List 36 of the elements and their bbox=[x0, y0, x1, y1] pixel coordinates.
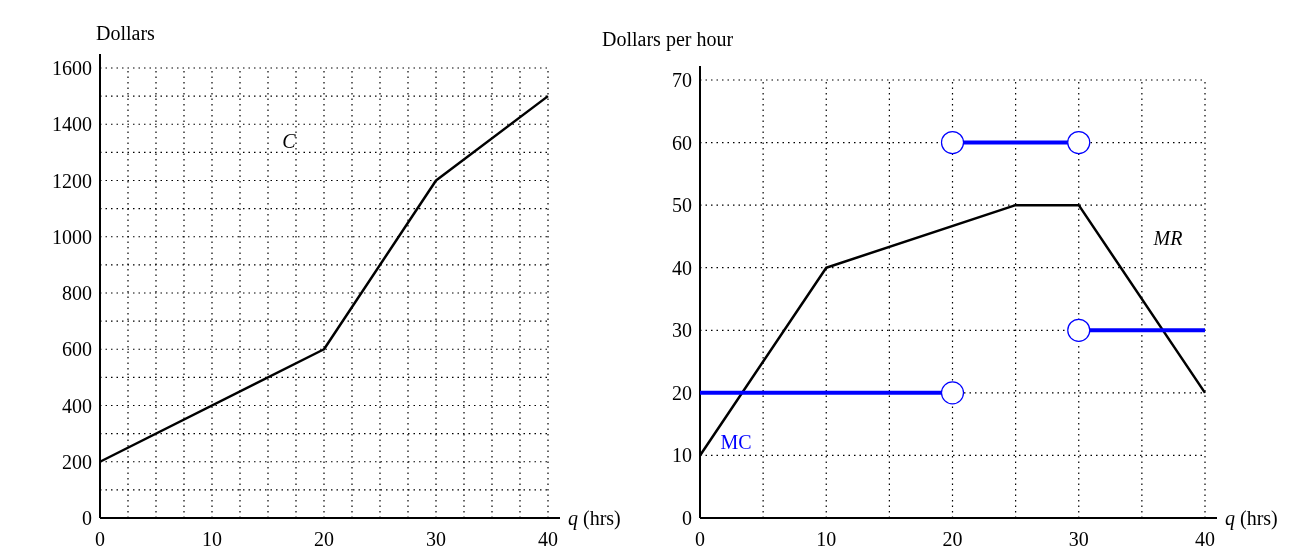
x-tick-label: 10 bbox=[202, 528, 222, 550]
series-label: MC bbox=[720, 431, 752, 453]
y-tick-label: 50 bbox=[672, 194, 692, 217]
y-tick-label: 1200 bbox=[52, 169, 92, 192]
y-tick-label: 1400 bbox=[52, 113, 92, 136]
point bbox=[1067, 318, 1091, 342]
x-axis-title: q (hrs) bbox=[568, 507, 621, 530]
x-tick-label: 30 bbox=[426, 528, 446, 550]
y-tick-label: 600 bbox=[62, 338, 92, 361]
y-axis-title: Dollars per hour bbox=[602, 28, 734, 51]
x-tick-label: 20 bbox=[314, 528, 334, 550]
point bbox=[1067, 130, 1091, 155]
x-tick-label: 20 bbox=[942, 528, 963, 550]
y-tick-label: 1000 bbox=[52, 225, 92, 248]
x-tick-label: 10 bbox=[816, 528, 837, 550]
x-tick-label: 30 bbox=[1068, 528, 1089, 550]
x-tick-label: 40 bbox=[1195, 528, 1215, 550]
y-tick-label: 40 bbox=[672, 256, 692, 279]
y-tick-label: 800 bbox=[62, 282, 92, 304]
y-tick-label: 70 bbox=[672, 69, 692, 91]
y-tick-label: 30 bbox=[672, 319, 692, 342]
x-tick-label: 40 bbox=[538, 528, 558, 550]
y-tick-label: 20 bbox=[672, 381, 692, 404]
y-axis-title: Dollars bbox=[96, 22, 156, 44]
text: C bbox=[282, 130, 297, 152]
x-axis-title: q (hrs) bbox=[1225, 507, 1278, 530]
y-tick-label: 0 bbox=[82, 507, 92, 529]
y-tick-label: 10 bbox=[672, 444, 692, 467]
y-tick-label: 0 bbox=[682, 507, 692, 529]
series-label: MR bbox=[1152, 227, 1183, 249]
y-tick-label: 200 bbox=[62, 450, 92, 473]
y-tick-label: 1600 bbox=[52, 57, 92, 79]
point bbox=[940, 130, 965, 155]
y-tick-label: 60 bbox=[672, 131, 692, 154]
y-tick-label: 400 bbox=[62, 394, 92, 417]
point bbox=[940, 381, 965, 405]
